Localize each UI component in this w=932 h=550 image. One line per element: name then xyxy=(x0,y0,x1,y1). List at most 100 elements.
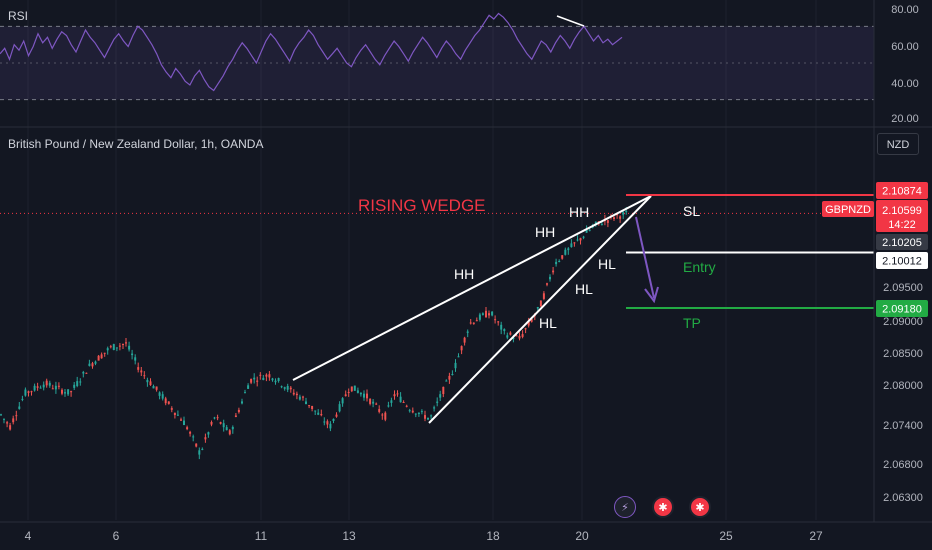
candle-body xyxy=(436,401,439,403)
candle-body xyxy=(567,248,570,251)
hl-label[interactable]: HL xyxy=(598,256,616,272)
candle-body xyxy=(210,422,213,425)
candle-body xyxy=(497,321,500,323)
entry-label[interactable]: Entry xyxy=(683,259,716,275)
candle-body xyxy=(149,381,152,386)
arrow-head[interactable] xyxy=(644,286,659,304)
candle-body xyxy=(39,387,42,389)
candle-body xyxy=(350,386,353,392)
candle-body xyxy=(97,355,100,361)
candle-body xyxy=(131,353,134,356)
candle-body xyxy=(561,255,564,259)
candle-body xyxy=(320,414,323,416)
candle-body xyxy=(579,238,582,241)
candle-body xyxy=(369,398,372,404)
candle-body xyxy=(12,418,15,423)
candle-body xyxy=(283,387,286,389)
rsi-divergence-line[interactable] xyxy=(556,15,585,27)
entry-price-tag[interactable]: 2.10012 xyxy=(882,256,922,268)
candle-body xyxy=(45,380,48,386)
hl-label[interactable]: HL xyxy=(539,315,557,331)
candle-body xyxy=(213,417,216,419)
candle-body xyxy=(494,319,497,321)
candle-body xyxy=(445,380,448,382)
candle-body xyxy=(414,413,417,415)
candle-body xyxy=(64,392,66,394)
candle-body xyxy=(250,378,253,383)
candle-body xyxy=(332,418,335,421)
candle-body xyxy=(341,398,344,404)
candle-body xyxy=(564,249,567,255)
candle-body xyxy=(439,394,442,398)
candle-body xyxy=(555,261,558,265)
time-axis-tick: 20 xyxy=(575,529,589,543)
candle-body xyxy=(42,384,45,388)
candle-body xyxy=(512,337,515,339)
grid-lines xyxy=(27,0,817,520)
candle-body xyxy=(417,412,420,414)
candle-body xyxy=(552,270,555,273)
pattern-label[interactable]: RISING WEDGE xyxy=(358,196,486,215)
candle-body xyxy=(15,415,18,417)
drawings-layer[interactable]: RISING WEDGE HH HH HH HL HL HL SL Entry TP xyxy=(0,194,874,424)
candle-body xyxy=(259,374,262,376)
uk-flag-icon[interactable]: ✱ xyxy=(689,496,711,518)
candle-body xyxy=(112,344,115,350)
wedge-upper-line[interactable] xyxy=(292,195,652,381)
candle-body xyxy=(167,401,170,404)
candle-body xyxy=(70,391,73,393)
candle-body xyxy=(292,392,295,395)
candle-body xyxy=(509,332,512,335)
rsi-line[interactable] xyxy=(0,12,623,92)
hl-label[interactable]: HL xyxy=(575,281,593,297)
candle-body xyxy=(411,410,414,413)
symbol-title[interactable]: British Pound / New Zealand Dollar, 1h, … xyxy=(8,137,264,151)
candle-body xyxy=(478,314,481,320)
rsi-axis-tick: 80.00 xyxy=(891,4,919,16)
candle-body xyxy=(372,401,375,404)
countdown-tag[interactable]: 14:22 xyxy=(888,219,916,231)
candle-body xyxy=(424,415,426,419)
candle-body xyxy=(27,391,30,393)
candle-body xyxy=(527,321,530,326)
hh-label[interactable]: HH xyxy=(535,224,555,240)
candle-body xyxy=(152,386,155,389)
current-price-tag[interactable]: 2.10599 xyxy=(882,205,922,217)
tp-label[interactable]: TP xyxy=(683,315,701,331)
hh-label[interactable]: HH xyxy=(569,204,589,220)
candle-body xyxy=(88,363,91,366)
price-axis[interactable]: 2.09500 2.09000 2.08500 2.08000 2.07400 2.068… xyxy=(822,0,928,522)
prev-price-tag[interactable]: 2.10205 xyxy=(882,237,922,249)
rsi-indicator-label[interactable]: RSI xyxy=(8,9,29,23)
candle-body xyxy=(298,396,301,400)
tp-price-tag[interactable]: 2.09180 xyxy=(882,304,922,316)
time-axis[interactable]: 4 6 11 13 18 20 25 27 xyxy=(0,521,932,543)
price-axis-tick: 2.06800 xyxy=(883,459,923,471)
candle-body xyxy=(155,386,158,390)
candle-body xyxy=(433,407,436,409)
candle-body xyxy=(308,405,311,407)
uk-flag-icon[interactable]: ✱ xyxy=(652,496,674,518)
rsi-pane[interactable]: 80.00 60.00 40.00 20.00 xyxy=(0,4,919,125)
lightning-icon[interactable]: ⚡ xyxy=(614,496,636,518)
candle-body xyxy=(405,405,408,407)
symbol-tag[interactable]: GBPNZD xyxy=(825,204,871,216)
arrow-shaft[interactable] xyxy=(635,216,655,299)
sl-label[interactable]: SL xyxy=(683,203,700,219)
candle-body xyxy=(79,381,82,383)
sl-price-tag[interactable]: 2.10874 xyxy=(882,186,922,198)
candle-body xyxy=(442,386,445,394)
currency-button[interactable]: NZD xyxy=(877,133,919,155)
candle-body xyxy=(390,400,393,403)
candle-body xyxy=(338,404,341,412)
candle-body xyxy=(6,422,9,424)
wedge-lower-line[interactable] xyxy=(428,195,652,424)
candle-body xyxy=(515,335,518,337)
hh-label[interactable]: HH xyxy=(454,266,474,282)
candle-body xyxy=(619,216,622,219)
candlestick-series[interactable] xyxy=(0,207,628,460)
candle-body xyxy=(546,283,548,285)
candle-body xyxy=(448,375,451,380)
candle-body xyxy=(317,412,320,415)
